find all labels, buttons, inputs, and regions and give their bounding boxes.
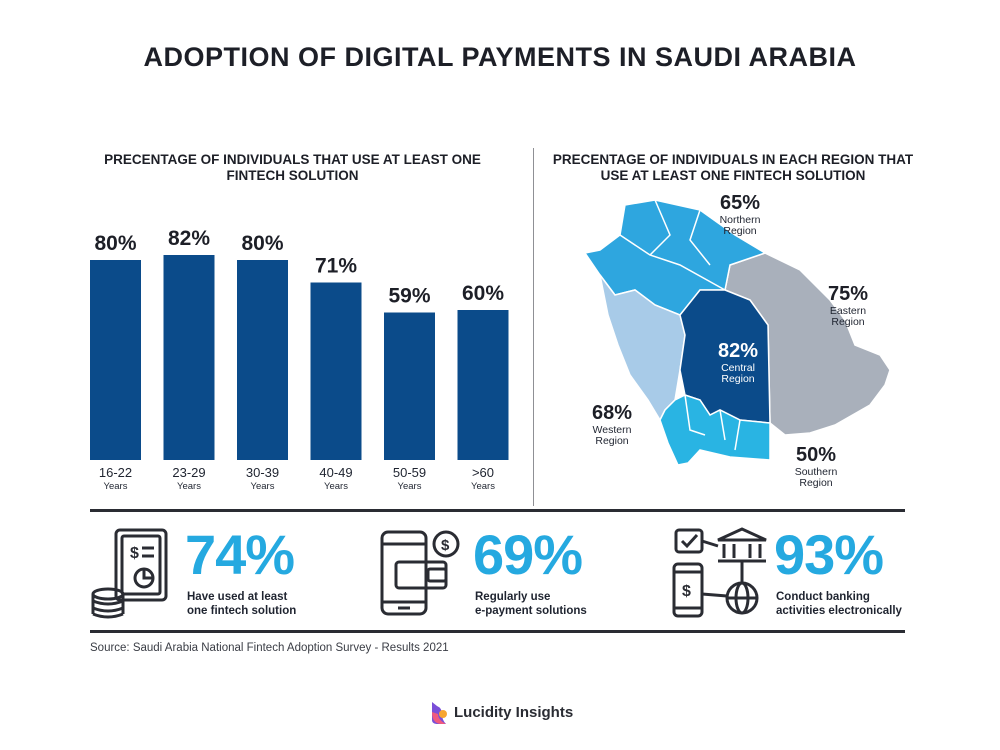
central-region-name: Central bbox=[721, 362, 755, 374]
category-label: >60 bbox=[472, 465, 494, 480]
category-sublabel: Years bbox=[324, 481, 348, 492]
bar-16-22 bbox=[90, 260, 141, 460]
stat-label-3-line2: activities electronically bbox=[776, 605, 902, 617]
bar-value-label: 80% bbox=[94, 232, 136, 255]
map-chart-title: PRECENTAGE OF INDIVIDUALS IN EACH REGION… bbox=[552, 152, 914, 183]
section-divider bbox=[533, 148, 534, 506]
document-coins-icon: $ bbox=[91, 528, 168, 619]
page-title: ADOPTION OF DIGITAL PAYMENTS IN SAUDI AR… bbox=[143, 42, 857, 72]
category-label: 40-49 bbox=[319, 465, 352, 480]
stat-label-1-line1: Have used at least bbox=[187, 591, 288, 603]
bar-value-label: 60% bbox=[462, 282, 504, 305]
bar-23-29 bbox=[163, 255, 215, 460]
stats-bottom-rule bbox=[90, 630, 905, 633]
logo-text: Lucidity Insights bbox=[454, 704, 574, 721]
bar-value-label: 71% bbox=[315, 255, 357, 278]
southern-region-value: 50% bbox=[795, 444, 837, 466]
northern-region-value: 65% bbox=[719, 192, 761, 214]
southern-region-name-2: Region bbox=[799, 477, 833, 489]
svg-text:$: $ bbox=[130, 545, 139, 562]
bar-value-label: 82% bbox=[168, 227, 210, 250]
western-region-name-2: Region bbox=[595, 435, 629, 447]
stat-label-1: Have used at least one fintech solution bbox=[187, 590, 296, 618]
saudi-arabia-map bbox=[583, 199, 891, 466]
category-sublabel: Years bbox=[177, 481, 201, 492]
eastern-region-name-2: Region bbox=[831, 316, 865, 328]
western-region-value: 68% bbox=[591, 402, 633, 424]
stat-value-1: 74% bbox=[185, 523, 295, 586]
bar-30-39 bbox=[237, 260, 288, 460]
northern-region-label: 65% Northern Region bbox=[700, 192, 780, 237]
source-note: Source: Saudi Arabia National Fintech Ad… bbox=[90, 642, 449, 654]
western-region-name: Western bbox=[592, 424, 632, 436]
southern-region-name: Southern bbox=[794, 466, 838, 478]
bar-value-label: 59% bbox=[388, 285, 430, 308]
western-region-label: 68% Western Region bbox=[572, 402, 652, 447]
eastern-region-name: Eastern bbox=[829, 305, 867, 317]
eastern-region-label: 75% Eastern Region bbox=[808, 283, 888, 328]
phone-wallet-icon: $ bbox=[380, 530, 460, 616]
bar-40-49 bbox=[310, 282, 362, 460]
stat-label-1-line2: one fintech solution bbox=[187, 605, 297, 617]
bar-50-59 bbox=[384, 312, 435, 460]
category-sublabel: Years bbox=[398, 481, 422, 492]
central-region-label: 82% Central Region bbox=[698, 340, 778, 385]
stat-value-2: 69% bbox=[473, 523, 583, 586]
category-sublabel: Years bbox=[471, 481, 495, 492]
northern-region-name: Northern bbox=[719, 214, 761, 226]
svg-text:$: $ bbox=[441, 537, 450, 554]
stat-value-3: 93% bbox=[774, 523, 884, 586]
central-region-name-2: Region bbox=[721, 373, 755, 385]
central-region-value: 82% bbox=[717, 340, 759, 362]
southern-region-label: 50% Southern Region bbox=[776, 444, 856, 489]
stat-label-2: Regularly use e-payment solutions bbox=[475, 590, 587, 618]
category-label: 50-59 bbox=[393, 465, 426, 480]
stat-label-2-line2: e-payment solutions bbox=[475, 605, 587, 617]
bar-chart-title: PRECENTAGE OF INDIVIDUALS THAT USE AT LE… bbox=[104, 152, 481, 183]
stat-label-3: Conduct banking activities electronicall… bbox=[776, 590, 902, 618]
category-sublabel: Years bbox=[104, 481, 128, 492]
category-label: 16-22 bbox=[99, 465, 132, 480]
bar-value-label: 80% bbox=[241, 232, 283, 255]
northern-region-name-2: Region bbox=[723, 225, 757, 237]
lucidity-logo-icon bbox=[432, 702, 447, 724]
bank-network-icon: $ bbox=[672, 527, 767, 618]
eastern-region-value: 75% bbox=[827, 283, 869, 305]
bar-chart: 80%16-22Years82%23-29Years80%30-39Years7… bbox=[90, 227, 509, 492]
category-sublabel: Years bbox=[251, 481, 275, 492]
category-label: 30-39 bbox=[246, 465, 279, 480]
svg-text:$: $ bbox=[682, 583, 691, 600]
stat-label-3-line1: Conduct banking bbox=[776, 591, 870, 603]
stats-top-rule bbox=[90, 509, 905, 512]
category-label: 23-29 bbox=[172, 465, 205, 480]
bar->60 bbox=[457, 310, 509, 460]
stat-label-2-line1: Regularly use bbox=[475, 591, 551, 603]
